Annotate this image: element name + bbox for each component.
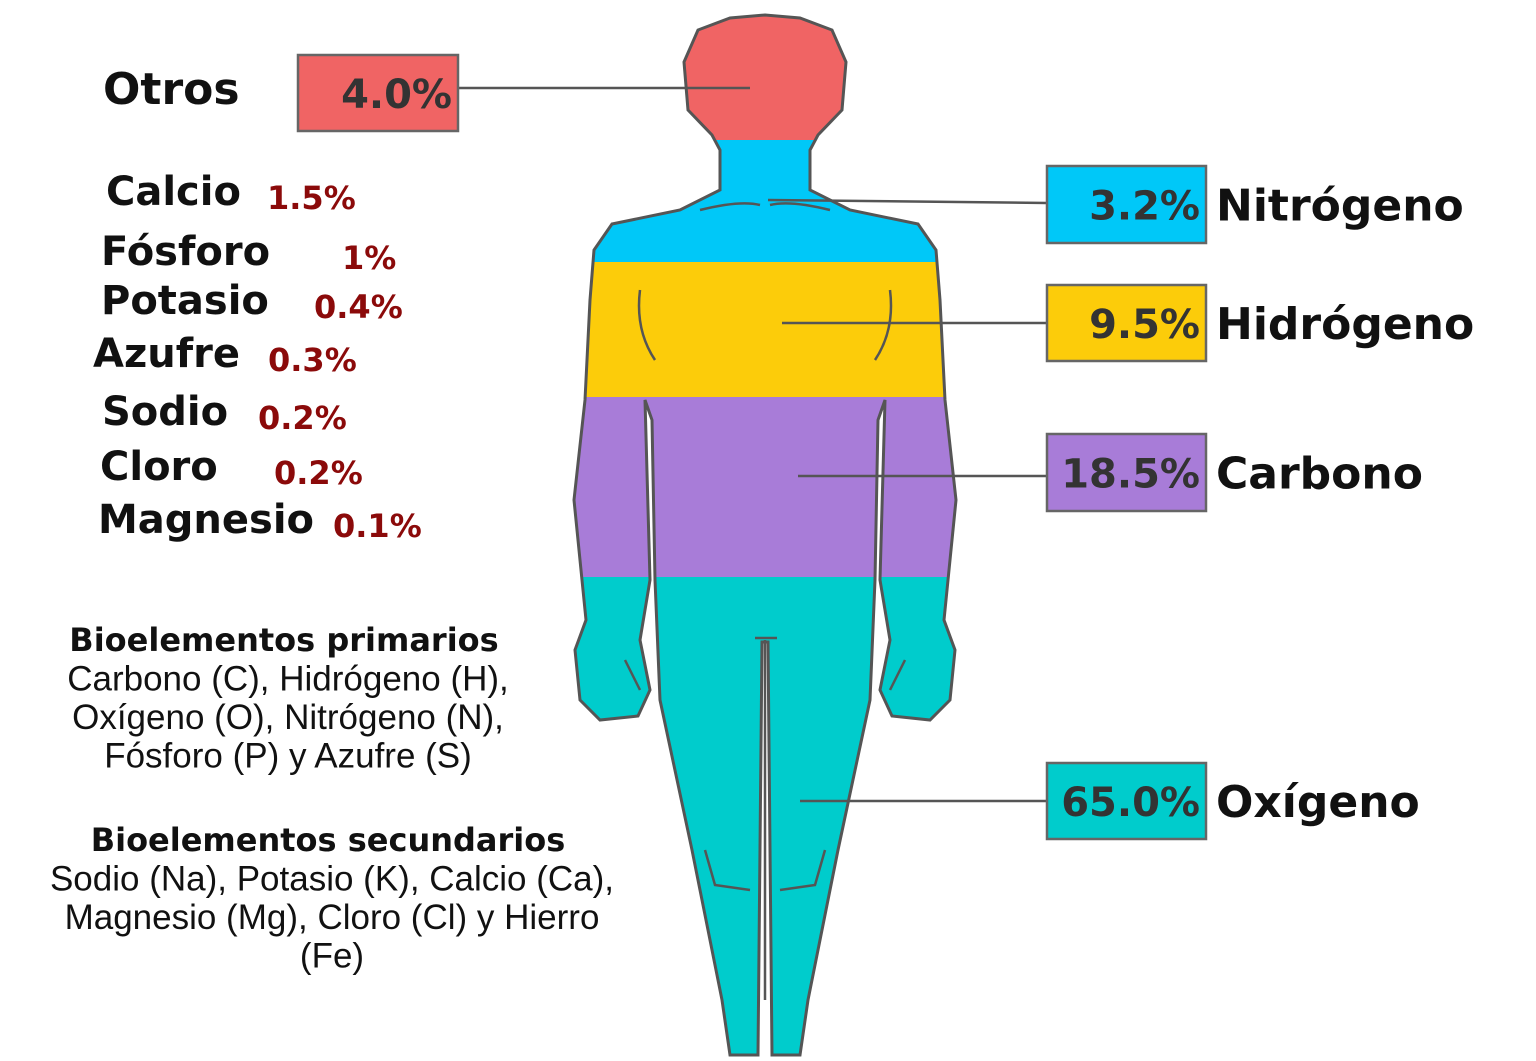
value-box [296,53,460,133]
note-line: Sodio (Na), Potasio (K), Calcio (Ca), [50,859,614,898]
body-band [574,262,956,397]
minor-label: Fósforo [101,229,270,275]
note-title: Bioelementos primarios [69,621,498,659]
note-title: Bioelementos secundarios [91,821,566,859]
element-label: Hidrógeno [1216,299,1474,350]
minor-label: Calcio [106,169,241,215]
value-text: 18.5% [1061,452,1200,498]
connector [767,198,1048,205]
value-text: 3.2% [1089,184,1200,230]
minor-label: Azufre [93,331,240,377]
minor-label: Cloro [100,444,218,490]
element-label: Otros [103,64,240,115]
minor-value: 0.2% [258,399,347,437]
note-line: Carbono (C), Hidrógeno (H), [67,659,509,698]
minor-value: 0.1% [333,507,422,545]
note-line: Oxígeno (O), Nitrógeno (N), [72,698,504,737]
note-line: (Fe) [300,936,364,975]
value-text: 4.0% [341,72,452,118]
minor-label: Potasio [101,278,269,324]
element-label: Oxígeno [1216,777,1420,828]
body-details [623,202,907,1000]
note-line: Magnesio (Mg), Cloro (Cl) y Hierro [65,898,600,937]
minor-value: 0.2% [274,454,363,492]
value-box [1045,432,1208,513]
element-label: Nitrógeno [1216,181,1464,232]
value-box [1045,283,1208,363]
body-band [574,397,956,577]
value-box [1045,761,1208,841]
minor-value: 1% [342,239,396,277]
value-box [1045,164,1208,245]
value-text: 9.5% [1089,302,1200,348]
element-label: Carbono [1216,449,1423,500]
minor-value: 1.5% [267,179,356,217]
minor-value: 0.4% [314,288,403,326]
minor-label: Magnesio [98,497,314,543]
note-line: Fósforo (P) y Azufre (S) [104,736,472,775]
minor-value: 0.3% [268,341,357,379]
minor-label: Sodio [102,389,228,435]
value-text: 65.0% [1061,780,1200,826]
